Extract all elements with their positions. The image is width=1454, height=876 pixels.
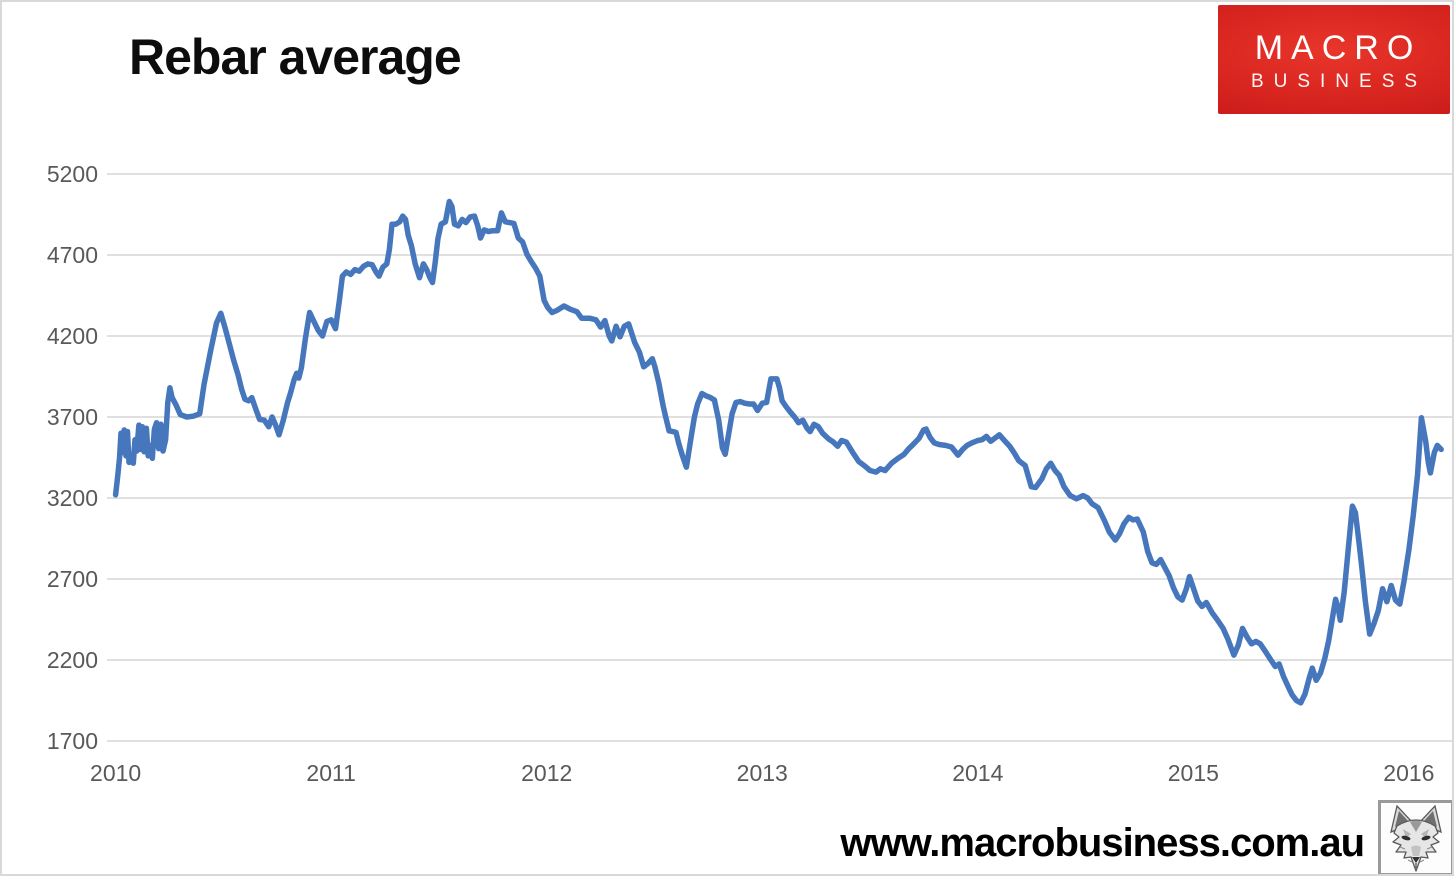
svg-text:2011: 2011	[306, 760, 355, 786]
svg-text:2016: 2016	[1383, 760, 1434, 786]
svg-text:2700: 2700	[47, 566, 98, 592]
svg-text:4700: 4700	[47, 242, 98, 268]
logo-text-macro: MACRO	[1254, 28, 1422, 67]
macrobusiness-logo: MACRO BUSINESS	[1218, 5, 1450, 114]
logo-text-business: BUSINESS	[1250, 70, 1428, 92]
svg-text:2200: 2200	[47, 647, 98, 673]
svg-text:3200: 3200	[47, 485, 98, 511]
svg-text:2014: 2014	[952, 760, 1003, 786]
watermark-url: www.macrobusiness.com.au	[840, 821, 1365, 865]
svg-text:2013: 2013	[737, 760, 788, 786]
svg-text:3700: 3700	[47, 404, 98, 430]
svg-text:5200: 5200	[47, 161, 98, 187]
svg-text:4200: 4200	[47, 323, 98, 349]
svg-text:1700: 1700	[47, 728, 98, 754]
page-title: Rebar average	[129, 29, 462, 85]
wolf-head-icon	[1378, 800, 1452, 874]
svg-text:2010: 2010	[90, 760, 141, 786]
svg-text:2015: 2015	[1168, 760, 1219, 786]
svg-text:2012: 2012	[521, 760, 572, 786]
